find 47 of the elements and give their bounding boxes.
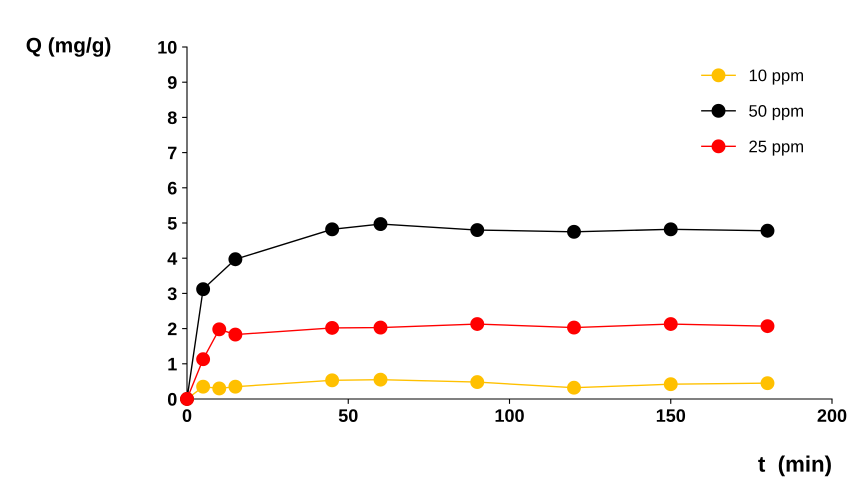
legend-label: 25 ppm — [749, 140, 804, 156]
y-axis-title: Q (mg/g) — [26, 37, 110, 57]
point — [228, 328, 242, 342]
point — [664, 317, 678, 331]
y-tick-label: 7 — [168, 146, 176, 160]
x-tick-label: 50 — [338, 409, 358, 422]
y-tick-label: 6 — [168, 182, 177, 195]
point — [325, 320, 340, 335]
point — [228, 380, 242, 394]
y-tick-label: 8 — [168, 111, 177, 124]
y-tick-label: 5 — [168, 217, 177, 230]
y-tick-label: 0 — [168, 392, 177, 406]
point — [760, 376, 774, 390]
x-tick-label: 100 — [496, 409, 524, 422]
point — [374, 217, 388, 231]
point — [567, 380, 581, 395]
point — [374, 372, 388, 387]
point — [567, 320, 581, 334]
y-tick-label: 2 — [168, 322, 177, 336]
y-tick-label: 4 — [168, 252, 178, 265]
point — [196, 380, 210, 394]
x-axis-title: t (min) — [758, 456, 831, 476]
x-tick-label: 150 — [656, 409, 686, 422]
x-tick-label: 0 — [182, 409, 192, 422]
point — [664, 377, 678, 392]
y-tick-label: 3 — [168, 287, 177, 300]
y-tick-label: 1 — [168, 358, 177, 370]
point — [760, 224, 774, 238]
point — [212, 322, 226, 336]
y-tick-label: 9 — [168, 76, 177, 89]
point — [664, 222, 678, 236]
point — [196, 282, 210, 296]
point — [760, 319, 774, 334]
point — [325, 373, 340, 388]
point — [470, 375, 484, 390]
point — [196, 352, 210, 366]
x-tick-label: 200 — [818, 409, 846, 422]
point — [325, 222, 340, 236]
point — [228, 252, 242, 266]
point — [212, 381, 226, 396]
point — [470, 317, 484, 331]
legend-label: 10 ppm — [750, 69, 804, 85]
point — [470, 223, 484, 237]
point — [567, 224, 581, 239]
legend-label: 50 ppm — [749, 105, 804, 120]
point — [374, 320, 388, 334]
y-tick-label: 10 — [158, 40, 177, 54]
